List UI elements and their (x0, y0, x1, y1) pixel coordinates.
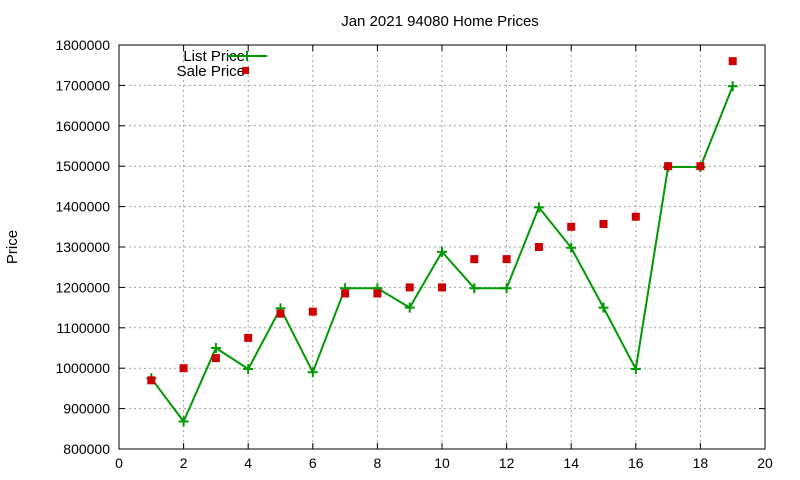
sale-price-point (211, 354, 220, 363)
sale-price-point (470, 255, 479, 264)
list-price-point (404, 302, 415, 313)
y-tick-label: 800000 (63, 441, 110, 457)
x-tick-label: 10 (434, 455, 450, 471)
sale-price-point (631, 212, 640, 221)
y-tick-label: 1400000 (55, 199, 110, 215)
y-tick-label: 1500000 (55, 158, 110, 174)
sale-price-point (373, 289, 382, 298)
legend: List Price Sale Price (177, 48, 267, 80)
sale-price-point (308, 307, 317, 316)
x-tick-label: 12 (499, 455, 515, 471)
y-tick-label: 900000 (63, 401, 110, 417)
x-tick-label: 14 (563, 455, 579, 471)
list-price-point (501, 283, 512, 294)
chart-title: Jan 2021 94080 Home Prices (341, 13, 539, 30)
series-list-price (146, 81, 738, 427)
sale-price-point (567, 222, 576, 231)
y-tick-label: 1600000 (55, 118, 110, 134)
list-price-point (727, 81, 738, 92)
series-sale-price (147, 57, 737, 385)
list-price-point (307, 367, 318, 378)
list-price-point (598, 302, 609, 313)
x-tick-label: 6 (309, 455, 317, 471)
y-tick-label: 1000000 (55, 360, 110, 376)
sale-price-point (502, 255, 511, 264)
legend-marker-list-price (242, 51, 252, 61)
sale-price-point (438, 283, 446, 292)
list-price-point (243, 364, 254, 375)
x-tick-label: 18 (693, 455, 709, 471)
sale-price-point (405, 283, 414, 292)
sale-price-point (341, 289, 350, 298)
x-tick-label: 16 (628, 455, 644, 471)
x-tick-label: 20 (757, 455, 773, 471)
y-tick-label: 1100000 (57, 320, 111, 336)
legend-label-sale-price: Sale Price (177, 63, 245, 80)
y-tick-label: 1700000 (55, 77, 110, 93)
sale-price-point (728, 57, 737, 66)
sale-price-point (696, 162, 705, 171)
sale-price-point (664, 162, 673, 171)
sale-price-point (534, 243, 543, 251)
sale-price-point (276, 309, 285, 318)
sale-price-point (179, 364, 188, 373)
legend-swatch-sale-price (242, 67, 249, 74)
axis-ticks: 0 2 4 6 8 10 12 14 16 18 20 800000 900000 1000000 1100… (55, 37, 773, 471)
x-tick-label: 0 (115, 455, 123, 471)
x-tick-label: 2 (180, 455, 188, 471)
sale-price-point (244, 333, 253, 342)
list-price-point (178, 416, 189, 427)
list-price-point (210, 343, 221, 353)
x-tick-label: 8 (374, 455, 382, 471)
y-tick-label: 1300000 (55, 239, 110, 255)
list-price-point (437, 246, 447, 257)
list-price-point (469, 283, 480, 294)
series-layer (146, 57, 738, 427)
x-tick-label: 4 (244, 455, 252, 471)
list-price-point (630, 364, 641, 375)
y-tick-label: 1800000 (55, 37, 110, 53)
list-price-point (533, 202, 544, 213)
y-tick-label: 1200000 (55, 279, 110, 295)
plot-frame (118, 44, 766, 450)
y-axis-label: Price (4, 230, 21, 264)
sale-price-point (147, 376, 156, 385)
list-price-point (566, 242, 577, 253)
sale-price-point (599, 219, 608, 228)
legend-label-list-price: List Price (183, 48, 245, 65)
